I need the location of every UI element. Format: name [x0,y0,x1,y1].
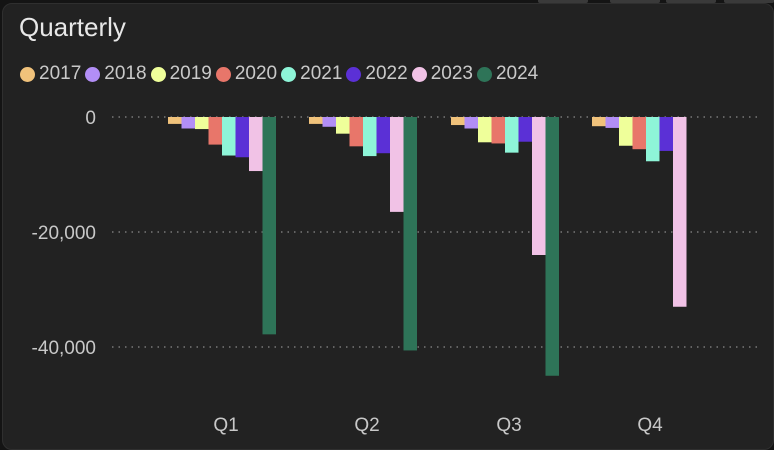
bar-Q2-2023[interactable] [390,117,404,212]
bar-Q1-2022[interactable] [235,117,250,158]
bar-Q1-2021[interactable] [222,117,236,156]
y-tick-label: 0 [85,108,96,129]
legend-dot [281,66,297,82]
window-tab[interactable] [610,0,660,3]
bar-Q4-2021[interactable] [646,117,660,162]
legend-dot [346,66,362,82]
legend-item-2020[interactable]: 2020 [215,63,278,85]
bar-Q3-2020[interactable] [491,117,506,144]
legend-dot [215,66,231,82]
legend-item-2018[interactable]: 2018 [85,63,147,85]
legend-item-2019[interactable]: 2019 [150,63,212,85]
bar-Q2-2022[interactable] [376,117,391,154]
bar-Q2-2017[interactable] [309,117,323,124]
legend-dot [150,66,166,82]
bar-Q3-2019[interactable] [478,117,492,143]
bar-Q2-2018[interactable] [322,117,337,127]
y-tick-label: -40,000 [32,338,96,359]
bar-Q1-2017[interactable] [168,117,182,124]
legend-label: 2017 [39,63,82,84]
bar-Q1-2024[interactable] [262,117,277,335]
legend-item-2017[interactable]: 2017 [20,63,81,85]
bar-Q4-2019[interactable] [619,117,633,146]
legend-dot [85,66,101,82]
window-tab[interactable] [666,0,716,3]
bar-Q3-2022[interactable] [518,117,533,142]
bar-Q3-2018[interactable] [464,117,479,129]
legend-item-2021[interactable]: 2021 [281,63,342,85]
x-tick-label: Q1 [213,415,238,436]
x-tick-label: Q3 [496,415,521,436]
chart-legend: 2017 2018 2019 2020 2021 2022 2023 2024 [20,63,542,85]
bar-Q2-2019[interactable] [336,117,350,134]
legend-item-2023[interactable]: 2023 [411,63,473,85]
legend-label: 2022 [365,63,408,84]
legend-label: 2018 [104,63,147,84]
bar-Q3-2021[interactable] [505,117,519,153]
bar-Q4-2023[interactable] [673,117,687,307]
legend-item-2022[interactable]: 2022 [346,63,408,85]
legend-label: 2024 [495,63,539,84]
bar-Q1-2019[interactable] [195,117,209,130]
legend-label: 2021 [300,63,343,84]
legend-dot [476,66,492,82]
legend-label: 2020 [234,63,278,84]
bar-Q4-2017[interactable] [592,117,606,127]
bar-Q3-2017[interactable] [451,117,465,126]
bar-Q2-2024[interactable] [403,117,418,351]
x-tick-label: Q4 [637,415,663,436]
legend-item-2024[interactable]: 2024 [476,63,539,85]
legend-dot [20,66,35,82]
bar-Q3-2023[interactable] [532,117,546,255]
bar-Q4-2018[interactable] [605,117,620,128]
legend-label: 2023 [430,63,473,84]
bar-Q2-2020[interactable] [349,117,364,147]
legend-dot [411,66,427,82]
bar-Q1-2023[interactable] [249,117,263,172]
y-tick-label: -20,000 [32,223,96,244]
window-tab[interactable] [538,0,588,3]
bar-Q3-2024[interactable] [545,117,560,376]
window-tab[interactable] [724,0,774,3]
bar-Q4-2020[interactable] [632,117,647,150]
bar-Q1-2018[interactable] [181,117,196,129]
x-tick-label: Q2 [354,415,379,436]
bar-Q2-2021[interactable] [363,117,377,157]
chart-title: Quarterly [19,12,126,42]
legend-label: 2019 [169,63,212,84]
bar-Q1-2020[interactable] [208,117,223,145]
bar-Q4-2022[interactable] [659,117,674,151]
